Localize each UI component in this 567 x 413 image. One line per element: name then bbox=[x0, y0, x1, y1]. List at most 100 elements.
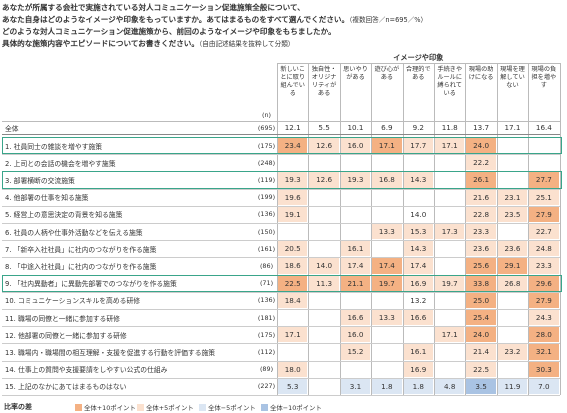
row-n: (71) bbox=[259, 279, 274, 288]
column-header: 手続きやルールに縛られている bbox=[437, 66, 463, 97]
rule bbox=[2, 309, 560, 310]
cell-value: 26.8 bbox=[497, 275, 528, 291]
cell-value bbox=[372, 190, 401, 205]
header-text: 具体的な施策内容やエピソードについてお書きください。 bbox=[2, 39, 199, 48]
cell-value: 12.6 bbox=[309, 172, 339, 188]
cell-value: 16.9 bbox=[403, 361, 433, 377]
cell-value: 1.8 bbox=[403, 378, 433, 394]
column-header: 現場を理解していない bbox=[500, 66, 525, 89]
cell-value: 28.0 bbox=[529, 327, 559, 343]
column-header: 現場の助けになる bbox=[468, 66, 494, 81]
cell-value: 19.7 bbox=[372, 275, 402, 291]
cell-value: 4.8 bbox=[435, 378, 465, 394]
cell-value bbox=[341, 155, 370, 170]
cell-value bbox=[309, 190, 338, 205]
cell-value: 24.3 bbox=[529, 310, 559, 326]
cell-value bbox=[278, 155, 307, 170]
legend-label: 全体−10ポイント bbox=[270, 403, 322, 412]
row-label: 11. 職場の同僚と一緒に参加する研修 bbox=[5, 314, 120, 323]
row-n: (112) bbox=[257, 347, 276, 356]
rule bbox=[496, 63, 498, 395]
legend-swatch bbox=[75, 404, 82, 411]
row-label: 14. 仕事上の質問や支援要請をしやすい公式の仕組み bbox=[5, 366, 168, 375]
cell-value: 27.7 bbox=[529, 172, 559, 188]
cell-value: 25.0 bbox=[466, 292, 496, 308]
cell-value bbox=[309, 241, 338, 256]
header-line: あなたが所属する会社で実施されている対人コミュニケーション促進施策全般について、 bbox=[2, 2, 305, 13]
cell-value: 17.4 bbox=[372, 258, 402, 274]
cell-value: 13.3 bbox=[372, 224, 402, 240]
row-n: (175) bbox=[257, 330, 276, 339]
cell-value: 21.6 bbox=[466, 189, 496, 205]
cell-value bbox=[529, 155, 558, 170]
cell-value: 19.6 bbox=[278, 189, 308, 205]
rule bbox=[2, 205, 560, 207]
legend-swatch bbox=[199, 404, 206, 411]
column-header: 独自性・オリジナリティがある bbox=[311, 66, 337, 97]
cell-value bbox=[372, 155, 401, 170]
cell-value: 32.1 bbox=[529, 344, 559, 360]
cell-value: 13.2 bbox=[410, 295, 427, 305]
cell-value: 1.8 bbox=[372, 378, 402, 394]
n-header: (n) bbox=[261, 111, 272, 119]
cell-value bbox=[498, 293, 527, 308]
cell-value: 17.1 bbox=[435, 327, 465, 343]
row-label: 8. 「中途入社社員」に社内のつながりを作る施策 bbox=[5, 262, 157, 271]
row-n: (150) bbox=[257, 227, 276, 236]
cell-value: 17.4 bbox=[340, 258, 371, 274]
cell-value: 27.9 bbox=[529, 206, 559, 222]
cell-value bbox=[404, 190, 433, 205]
cell-value: 15.2 bbox=[340, 344, 371, 360]
column-header: 現場の負担を増やす bbox=[531, 66, 557, 89]
cell-value bbox=[435, 155, 464, 170]
cell-value: 5.5 bbox=[318, 123, 330, 132]
cell-value: 10.1 bbox=[347, 123, 364, 132]
cell-value: 14.0 bbox=[410, 209, 427, 219]
cell-value bbox=[341, 362, 370, 377]
cell-value: 16.4 bbox=[535, 123, 552, 132]
rule bbox=[2, 291, 560, 293]
cell-value: 16.9 bbox=[403, 275, 433, 291]
row-highlight bbox=[2, 137, 562, 155]
cell-value: 23.6 bbox=[466, 241, 496, 257]
cell-value: 17.1 bbox=[504, 123, 521, 132]
rule bbox=[2, 134, 560, 135]
row-label: 3. 部署横断の交流施策 bbox=[5, 176, 75, 185]
cell-value: 3.1 bbox=[340, 378, 371, 394]
cell-value: 24.0 bbox=[466, 327, 496, 343]
rule bbox=[2, 240, 560, 241]
cell-value bbox=[341, 224, 370, 239]
cell-value: 19.3 bbox=[340, 172, 371, 188]
cell-value: 29.6 bbox=[529, 275, 559, 291]
cell-value: 19.3 bbox=[278, 172, 308, 188]
cell-value: 22.5 bbox=[278, 275, 308, 291]
rule bbox=[2, 154, 560, 155]
cell-value bbox=[435, 190, 464, 205]
cell-value bbox=[435, 207, 464, 222]
row-n: (136) bbox=[257, 296, 276, 305]
rule bbox=[559, 63, 561, 395]
cell-value bbox=[498, 327, 527, 342]
cell-value: 23.6 bbox=[497, 241, 528, 257]
row-label: 5. 経営上の意思決定の背景を知る施策 bbox=[5, 211, 123, 220]
row-label: 7. 「新卒入社社員」に社内のつながりを作る施策 bbox=[5, 245, 157, 254]
cell-value: 17.4 bbox=[403, 258, 433, 274]
cell-value bbox=[372, 293, 401, 308]
cell-value: 22.5 bbox=[466, 361, 496, 377]
rule bbox=[434, 63, 435, 395]
cell-value: 22.2 bbox=[466, 155, 496, 171]
cell-value bbox=[498, 310, 527, 325]
cell-value bbox=[498, 362, 527, 377]
cell-value: 23.3 bbox=[529, 258, 559, 274]
cell-value bbox=[435, 362, 464, 377]
cell-value bbox=[498, 224, 527, 239]
cell-value bbox=[372, 207, 401, 222]
cell-value bbox=[372, 241, 401, 256]
row-label: 13. 職場内・職場間の相互理解・支援を促進する行動を評価する施策 bbox=[5, 348, 216, 357]
row-n: (119) bbox=[257, 175, 276, 184]
row-label: 4. 他部署の仕事を知る施策 bbox=[5, 194, 89, 203]
cell-value: 16.1 bbox=[340, 241, 371, 257]
row-n: (181) bbox=[257, 313, 276, 322]
row-n: (227) bbox=[257, 382, 276, 391]
rule bbox=[2, 377, 560, 379]
